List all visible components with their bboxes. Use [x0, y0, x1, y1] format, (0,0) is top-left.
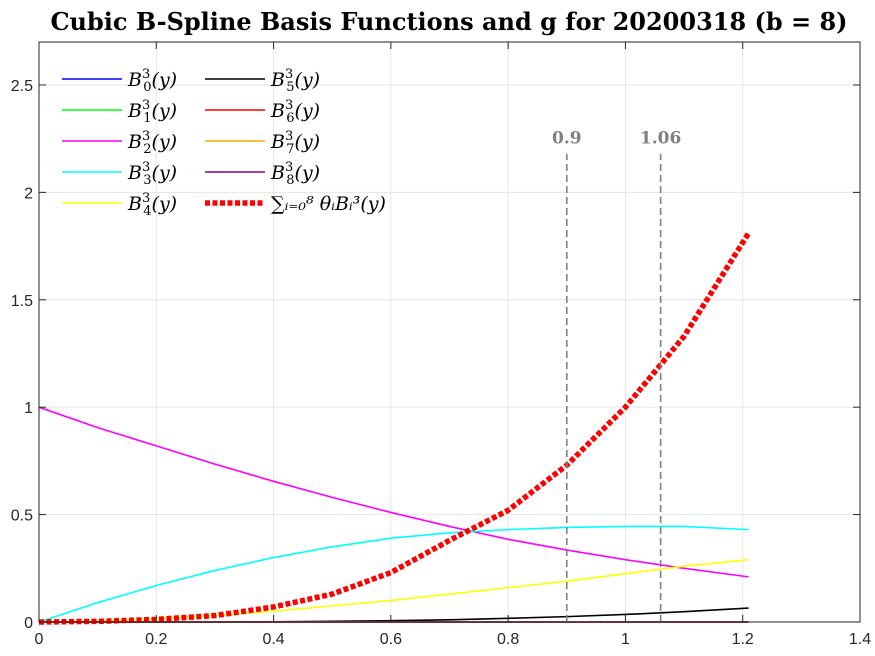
y-tick-label: 0	[24, 615, 33, 632]
x-tick-label: 0	[35, 631, 44, 648]
legend-label-B6: B3 6(y)	[270, 98, 320, 126]
y-tick-label: 2	[24, 185, 33, 202]
x-tick-label: 0.6	[380, 631, 402, 648]
legend-label-B4: B3 4(y)	[127, 191, 177, 219]
x-tick-label: 1.2	[732, 631, 754, 648]
x-tick-label: 1	[621, 631, 630, 648]
y-tick-label: 1.5	[11, 293, 33, 310]
legend-label-B8: B3 8(y)	[270, 160, 320, 188]
vline-label-0.9: 0.9	[552, 129, 582, 149]
chart-title: Cubic B-Spline Basis Functions and g for…	[50, 7, 847, 36]
axes-box	[38, 41, 861, 623]
y-tick-label: 0.5	[11, 508, 33, 525]
series-line-B2	[38, 406, 749, 578]
legend-label-B7: B3 7(y)	[270, 129, 320, 157]
series-line-B3	[38, 525, 749, 623]
legend-label-B3: B3 3(y)	[127, 160, 177, 188]
grid	[38, 42, 861, 623]
x-tick-label: 0.2	[145, 631, 167, 648]
legend: B3 0(y) B3 1(y) B3 2(y) B3 3(y) B3 4(y) B3 5(y) B3 6(…	[62, 67, 386, 219]
x-tick-label: 1.4	[849, 631, 871, 648]
y-tick-label: 2.5	[11, 78, 33, 95]
x-tick-label: 0.8	[497, 631, 519, 648]
plot-area	[39, 42, 860, 622]
legend-label-B5: B3 5(y)	[270, 67, 320, 95]
legend-label-g: ∑ᵢ₌₀⁸ θᵢBᵢ³(y)	[271, 193, 386, 215]
legend-label-B0: B3 0(y)	[127, 67, 177, 95]
axes: 0 0.2 0.4 0.6 0.8 1 1.2 1.4 0 0.5 1 1.5 2 2.5	[11, 41, 871, 648]
vline-label-1.06: 1.06	[640, 129, 681, 149]
legend-label-B2: B3 2(y)	[127, 129, 177, 157]
plot-background	[39, 42, 860, 622]
legend-label-B1: B3 1(y)	[127, 98, 177, 126]
vertical-markers: 0.9 1.06	[552, 129, 681, 622]
y-tick-label: 1	[24, 400, 33, 417]
x-tick-label: 0.4	[262, 631, 284, 648]
